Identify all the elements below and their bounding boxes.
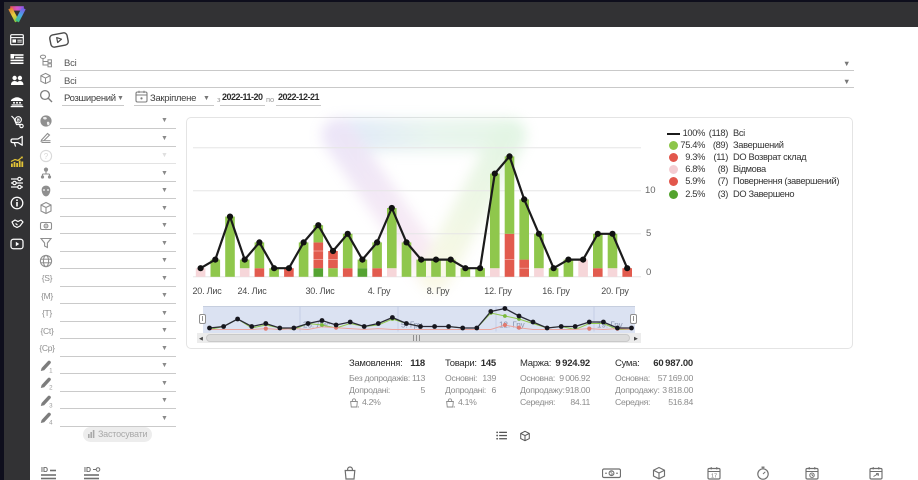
svg-text:ID: ID: [84, 467, 91, 474]
svg-text:x: x: [358, 405, 360, 408]
svg-text:$: $: [610, 471, 613, 477]
svg-text:₴: ₴: [17, 118, 21, 124]
svg-text:12. Гру: 12. Гру: [499, 321, 525, 330]
svg-text:{Cp}: {Cp}: [39, 343, 55, 353]
svg-text:{Ct}: {Ct}: [41, 326, 54, 336]
svg-text:{T}: {T}: [42, 308, 52, 318]
svg-text:1: 1: [49, 367, 53, 374]
svg-text:2: 2: [49, 385, 53, 392]
svg-text:4: 4: [49, 420, 53, 427]
svg-text:28. Лис: 28. Лис: [303, 321, 330, 330]
svg-text:ID: ID: [41, 467, 48, 474]
svg-text:17: 17: [711, 473, 717, 479]
svg-text:?: ?: [44, 152, 49, 161]
svg-text:3: 3: [49, 402, 53, 409]
svg-text:x: x: [454, 405, 456, 408]
svg-text:{S}: {S}: [42, 273, 53, 283]
svg-text:{M}: {M}: [41, 291, 53, 301]
